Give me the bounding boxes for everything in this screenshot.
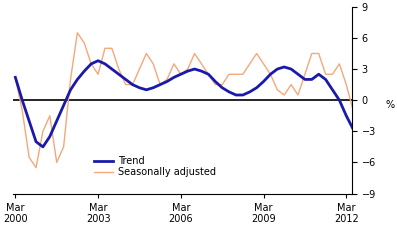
Trend [330,89,335,91]
Trend [372,107,376,110]
Seasonally adjusted [144,52,149,55]
Trend [40,146,45,148]
Seasonally adjusted [13,76,18,79]
Line: Seasonally adjusted: Seasonally adjusted [15,27,397,168]
Seasonally adjusted [254,52,259,55]
Seasonally adjusted [330,73,335,76]
Y-axis label: %: % [385,100,394,110]
Seasonally adjusted [34,166,39,169]
Seasonally adjusted [82,42,87,44]
Trend [96,59,100,62]
Trend [13,76,18,79]
Legend: Trend, Seasonally adjusted: Trend, Seasonally adjusted [90,152,220,181]
Seasonally adjusted [96,73,100,76]
Line: Trend: Trend [15,61,397,147]
